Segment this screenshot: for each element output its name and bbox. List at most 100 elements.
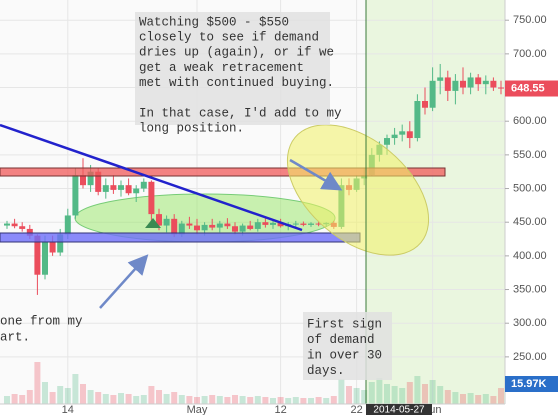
highlight-ellipse [286, 124, 430, 256]
volume-bar [414, 376, 421, 404]
volume-bar [125, 394, 132, 404]
volume-bar [361, 390, 368, 404]
y-tick-label: 700.00 [513, 48, 547, 60]
x-tick-label: May [187, 404, 208, 415]
volume-bar [285, 398, 292, 404]
volume-bar [323, 398, 330, 404]
price-label: 648.55 [511, 82, 545, 94]
candle-body [156, 214, 162, 226]
volume-bar [384, 384, 390, 404]
candle-body [49, 242, 56, 253]
annotation-text: Watching $500 - $550 [139, 15, 289, 29]
y-tick-label: 750.00 [513, 14, 547, 26]
volume-bar [140, 395, 147, 404]
y-tick-label: 500.00 [513, 182, 547, 194]
volume-bar [34, 362, 41, 404]
volume-bar [133, 396, 140, 404]
volume-bar [224, 397, 231, 404]
volume-bar [376, 378, 383, 404]
volume-bar [19, 395, 26, 404]
volume-bar [482, 394, 489, 404]
candle-body [467, 77, 474, 88]
candle-body [239, 225, 246, 232]
candle-body [224, 223, 231, 227]
x-tick-label: 22 [350, 404, 362, 415]
trendline [0, 123, 303, 232]
candle-body [125, 185, 132, 194]
volume-bar [475, 395, 482, 404]
x-tick-label: Jun [424, 404, 442, 415]
volume-bar [422, 384, 428, 404]
volume-bar [194, 397, 200, 404]
annotation-text: art. [0, 330, 30, 344]
volume-bar [277, 397, 284, 404]
candle-body [277, 222, 284, 227]
volume-bar [353, 388, 360, 404]
volume-bar [11, 394, 18, 404]
volume-bar [315, 397, 322, 404]
annotation-text: closely to see if demand [139, 30, 319, 44]
volume-bar [4, 396, 10, 404]
y-tick-label: 350.00 [513, 283, 547, 295]
volume-bar [95, 392, 102, 404]
volume-label-box [505, 376, 558, 392]
volume-bar [87, 390, 94, 404]
candle-body [19, 226, 26, 229]
volume-bar [49, 392, 56, 404]
volume-label: 15.97K [511, 378, 547, 390]
x-tick-label: 12 [274, 404, 286, 415]
candle-body [232, 226, 238, 232]
volume-bar [247, 397, 254, 404]
volume-bar [216, 396, 223, 404]
volume-bar [391, 386, 398, 404]
candle-body [26, 228, 33, 236]
y-tick-label: 250.00 [513, 351, 547, 363]
candle-body [178, 223, 185, 235]
candle-body [140, 181, 147, 189]
candle-body [262, 222, 269, 225]
volume-bar [232, 395, 238, 404]
candle-body [42, 242, 48, 275]
candle-body [209, 224, 216, 228]
volume-bar [186, 396, 193, 404]
candle-body [148, 181, 155, 215]
candle-body [475, 77, 482, 85]
annotation-text: days. [307, 364, 345, 378]
candle-body [34, 235, 41, 275]
volume-bar [429, 380, 436, 404]
candle-body [57, 234, 64, 253]
candle-body [444, 77, 451, 91]
marker-arrow [145, 218, 161, 228]
candle-body [460, 80, 466, 88]
volume-bar [346, 386, 352, 404]
candle-body [201, 224, 208, 231]
price-label-box [505, 80, 558, 97]
volume-bar [460, 394, 466, 404]
volume-bar [490, 396, 497, 404]
candle-body [186, 223, 193, 226]
candle-body [498, 87, 504, 89]
volume-bar [110, 395, 117, 404]
y-tick-label: 300.00 [513, 317, 547, 329]
candle-body [87, 171, 94, 186]
candle-body [384, 138, 390, 145]
annotation-text: First sign [307, 317, 382, 331]
candle-body [80, 175, 86, 186]
volume-bar [72, 374, 79, 404]
candle-body [452, 80, 459, 91]
candle-body [399, 131, 406, 135]
candle-body [163, 218, 170, 226]
volume-bar [118, 393, 124, 404]
volume-bar [156, 390, 162, 404]
volume-bar [368, 382, 375, 404]
volume-bar [209, 395, 216, 404]
volume-bar [26, 390, 33, 404]
volume-bar [406, 382, 413, 404]
volume-bar [308, 398, 314, 404]
candle-body [11, 223, 18, 227]
candle-body [247, 225, 254, 229]
x-tick-label: 14 [62, 404, 74, 415]
candle-body [422, 101, 428, 108]
candle-body [437, 77, 444, 81]
